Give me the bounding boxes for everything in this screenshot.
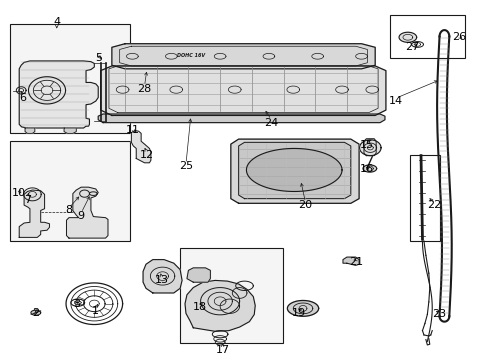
Text: 5: 5 [95,53,102,63]
Text: 4: 4 [53,17,60,27]
Polygon shape [287,301,318,316]
Bar [10,24,130,134]
Text: 24: 24 [264,118,278,128]
Polygon shape [238,142,350,199]
Text: 13: 13 [154,275,168,285]
Text: 9: 9 [78,211,84,221]
Bar [389,15,465,58]
Polygon shape [230,139,358,203]
Text: 10: 10 [12,188,26,198]
Text: 15: 15 [359,140,373,150]
Text: 16: 16 [359,164,373,174]
Polygon shape [398,32,416,42]
Text: 1: 1 [92,306,99,316]
Text: 11: 11 [125,125,139,135]
Text: 17: 17 [215,345,229,355]
Text: 22: 22 [427,200,441,210]
Polygon shape [101,66,385,116]
Polygon shape [363,139,375,156]
Text: 14: 14 [388,96,402,106]
Polygon shape [143,260,182,293]
Polygon shape [186,268,210,282]
Polygon shape [19,190,49,237]
Text: 26: 26 [451,32,465,41]
Text: 2: 2 [32,308,40,318]
Bar [180,248,282,343]
Text: 21: 21 [349,257,363,267]
Polygon shape [25,128,35,134]
Text: 12: 12 [140,150,154,160]
Text: 7: 7 [24,195,31,205]
Polygon shape [64,128,76,134]
Polygon shape [71,299,84,306]
Polygon shape [31,310,41,315]
Polygon shape [98,114,384,123]
Polygon shape [362,165,376,172]
Text: 8: 8 [65,206,72,216]
Text: 18: 18 [192,302,206,312]
Text: 3: 3 [73,299,80,309]
Text: DOHC 16V: DOHC 16V [177,53,204,58]
Text: 6: 6 [19,93,26,103]
Text: 23: 23 [431,310,446,319]
Bar [10,140,130,241]
Polygon shape [246,148,341,192]
Polygon shape [131,131,151,163]
Polygon shape [66,187,108,238]
Polygon shape [19,61,98,128]
Polygon shape [112,44,374,69]
Polygon shape [359,140,380,156]
Polygon shape [184,280,255,331]
Text: 28: 28 [137,84,151,94]
Text: 20: 20 [298,200,312,210]
Bar [409,155,439,241]
Polygon shape [342,257,358,265]
Text: 19: 19 [291,308,305,318]
Text: 27: 27 [405,42,419,52]
Text: 25: 25 [179,161,193,171]
